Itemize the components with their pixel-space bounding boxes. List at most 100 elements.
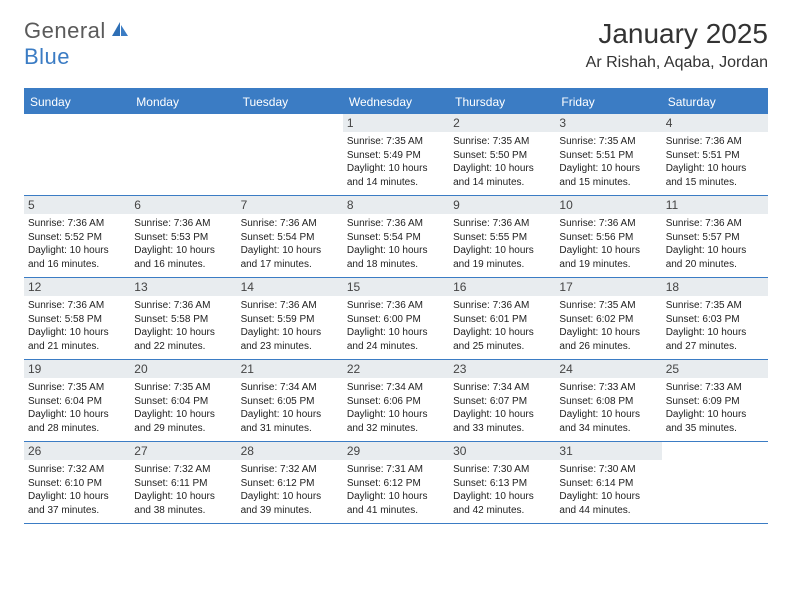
sunset-text: Sunset: 6:00 PM <box>347 313 445 327</box>
sunrise-text: Sunrise: 7:36 AM <box>241 299 339 313</box>
sunset-text: Sunset: 5:53 PM <box>134 231 232 245</box>
daylight-text-1: Daylight: 10 hours <box>28 244 126 258</box>
sunrise-text: Sunrise: 7:36 AM <box>28 217 126 231</box>
daylight-text-1: Daylight: 10 hours <box>666 326 764 340</box>
day-detail: Sunrise: 7:36 AMSunset: 5:54 PMDaylight:… <box>241 217 339 271</box>
sunrise-text: Sunrise: 7:32 AM <box>134 463 232 477</box>
daylight-text-2: and 34 minutes. <box>559 422 657 436</box>
sunset-text: Sunset: 6:14 PM <box>559 477 657 491</box>
sunrise-text: Sunrise: 7:30 AM <box>559 463 657 477</box>
sunrise-text: Sunrise: 7:36 AM <box>347 299 445 313</box>
daylight-text-2: and 38 minutes. <box>134 504 232 518</box>
daylight-text-1: Daylight: 10 hours <box>241 408 339 422</box>
day-number: 22 <box>343 360 449 378</box>
dayheader-row: SundayMondayTuesdayWednesdayThursdayFrid… <box>24 90 768 114</box>
day-detail: Sunrise: 7:35 AMSunset: 5:49 PMDaylight:… <box>347 135 445 189</box>
sunset-text: Sunset: 5:54 PM <box>241 231 339 245</box>
daylight-text-1: Daylight: 10 hours <box>347 326 445 340</box>
day-detail: Sunrise: 7:36 AMSunset: 5:54 PMDaylight:… <box>347 217 445 271</box>
daylight-text-1: Daylight: 10 hours <box>134 244 232 258</box>
day-detail: Sunrise: 7:34 AMSunset: 6:06 PMDaylight:… <box>347 381 445 435</box>
sunrise-text: Sunrise: 7:35 AM <box>666 299 764 313</box>
day-detail: Sunrise: 7:33 AMSunset: 6:09 PMDaylight:… <box>666 381 764 435</box>
daylight-text-1: Daylight: 10 hours <box>134 326 232 340</box>
day-cell: 27Sunrise: 7:32 AMSunset: 6:11 PMDayligh… <box>130 442 236 523</box>
sunset-text: Sunset: 5:58 PM <box>28 313 126 327</box>
sunrise-text: Sunrise: 7:35 AM <box>134 381 232 395</box>
daylight-text-1: Daylight: 10 hours <box>453 490 551 504</box>
sunrise-text: Sunrise: 7:36 AM <box>134 299 232 313</box>
daylight-text-2: and 23 minutes. <box>241 340 339 354</box>
sunrise-text: Sunrise: 7:34 AM <box>241 381 339 395</box>
sunrise-text: Sunrise: 7:35 AM <box>559 299 657 313</box>
sunset-text: Sunset: 6:07 PM <box>453 395 551 409</box>
day-number: 15 <box>343 278 449 296</box>
sunset-text: Sunset: 5:49 PM <box>347 149 445 163</box>
day-cell: 4Sunrise: 7:36 AMSunset: 5:51 PMDaylight… <box>662 114 768 195</box>
daylight-text-2: and 35 minutes. <box>666 422 764 436</box>
sunset-text: Sunset: 5:55 PM <box>453 231 551 245</box>
day-number: 13 <box>130 278 236 296</box>
day-cell: 2Sunrise: 7:35 AMSunset: 5:50 PMDaylight… <box>449 114 555 195</box>
sunrise-text: Sunrise: 7:36 AM <box>134 217 232 231</box>
daylight-text-1: Daylight: 10 hours <box>28 490 126 504</box>
day-detail: Sunrise: 7:33 AMSunset: 6:08 PMDaylight:… <box>559 381 657 435</box>
sunset-text: Sunset: 5:57 PM <box>666 231 764 245</box>
day-number: 28 <box>237 442 343 460</box>
day-cell: 22 Sunrise: 7:34 AMSunset: 6:06 PMDayligh… <box>343 360 449 441</box>
title-block: January 2025 Ar Rishah, Aqaba, Jordan <box>586 18 768 72</box>
header: General January 2025 Ar Rishah, Aqaba, J… <box>0 0 792 80</box>
day-number: 31 <box>555 442 661 460</box>
daylight-text-2: and 24 minutes. <box>347 340 445 354</box>
day-cell: 13 Sunrise: 7:36 AMSunset: 5:58 PMDayligh… <box>130 278 236 359</box>
day-number: 10 <box>555 196 661 214</box>
daylight-text-1: Daylight: 10 hours <box>347 162 445 176</box>
day-cell: 30Sunrise: 7:30 AMSunset: 6:13 PMDayligh… <box>449 442 555 523</box>
daylight-text-2: and 26 minutes. <box>559 340 657 354</box>
daylight-text-2: and 37 minutes. <box>28 504 126 518</box>
sunrise-text: Sunrise: 7:36 AM <box>666 217 764 231</box>
day-detail: Sunrise: 7:36 AMSunset: 5:55 PMDaylight:… <box>453 217 551 271</box>
sunset-text: Sunset: 6:04 PM <box>28 395 126 409</box>
day-cell: 8 Sunrise: 7:36 AMSunset: 5:54 PMDaylight… <box>343 196 449 277</box>
sunrise-text: Sunrise: 7:34 AM <box>453 381 551 395</box>
day-detail: Sunrise: 7:30 AMSunset: 6:13 PMDaylight:… <box>453 463 551 517</box>
day-number: 9 <box>449 196 555 214</box>
day-detail: Sunrise: 7:32 AMSunset: 6:11 PMDaylight:… <box>134 463 232 517</box>
sunrise-text: Sunrise: 7:36 AM <box>347 217 445 231</box>
day-number: 11 <box>662 196 768 214</box>
day-cell: 9 Sunrise: 7:36 AMSunset: 5:55 PMDaylight… <box>449 196 555 277</box>
daylight-text-1: Daylight: 10 hours <box>453 408 551 422</box>
daylight-text-2: and 18 minutes. <box>347 258 445 272</box>
daylight-text-1: Daylight: 10 hours <box>666 162 764 176</box>
day-number: 8 <box>343 196 449 214</box>
day-number: 19 <box>24 360 130 378</box>
daylight-text-1: Daylight: 10 hours <box>347 490 445 504</box>
day-number: 17 <box>555 278 661 296</box>
day-number: 18 <box>662 278 768 296</box>
week-row: 12Sunrise: 7:36 AMSunset: 5:58 PMDayligh… <box>24 278 768 360</box>
daylight-text-2: and 15 minutes. <box>559 176 657 190</box>
day-cell: 7Sunrise: 7:36 AMSunset: 5:54 PMDaylight… <box>237 196 343 277</box>
dayheader-saturday: Saturday <box>662 90 768 114</box>
daylight-text-2: and 17 minutes. <box>241 258 339 272</box>
daylight-text-1: Daylight: 10 hours <box>559 162 657 176</box>
day-detail: Sunrise: 7:35 AMSunset: 5:51 PMDaylight:… <box>559 135 657 189</box>
daylight-text-2: and 15 minutes. <box>666 176 764 190</box>
daylight-text-2: and 14 minutes. <box>453 176 551 190</box>
day-detail: Sunrise: 7:35 AMSunset: 6:02 PMDaylight:… <box>559 299 657 353</box>
day-number: 6 <box>130 196 236 214</box>
logo: General <box>24 18 132 44</box>
day-number: 4 <box>662 114 768 132</box>
sunset-text: Sunset: 5:58 PM <box>134 313 232 327</box>
daylight-text-1: Daylight: 10 hours <box>241 244 339 258</box>
sunrise-text: Sunrise: 7:35 AM <box>453 135 551 149</box>
day-cell: 24Sunrise: 7:33 AMSunset: 6:08 PMDayligh… <box>555 360 661 441</box>
day-number: 26 <box>24 442 130 460</box>
day-cell: 16Sunrise: 7:36 AMSunset: 6:01 PMDayligh… <box>449 278 555 359</box>
day-detail: Sunrise: 7:30 AMSunset: 6:14 PMDaylight:… <box>559 463 657 517</box>
day-detail: Sunrise: 7:35 AMSunset: 6:03 PMDaylight:… <box>666 299 764 353</box>
sunset-text: Sunset: 6:06 PM <box>347 395 445 409</box>
daylight-text-1: Daylight: 10 hours <box>559 326 657 340</box>
sunrise-text: Sunrise: 7:35 AM <box>347 135 445 149</box>
